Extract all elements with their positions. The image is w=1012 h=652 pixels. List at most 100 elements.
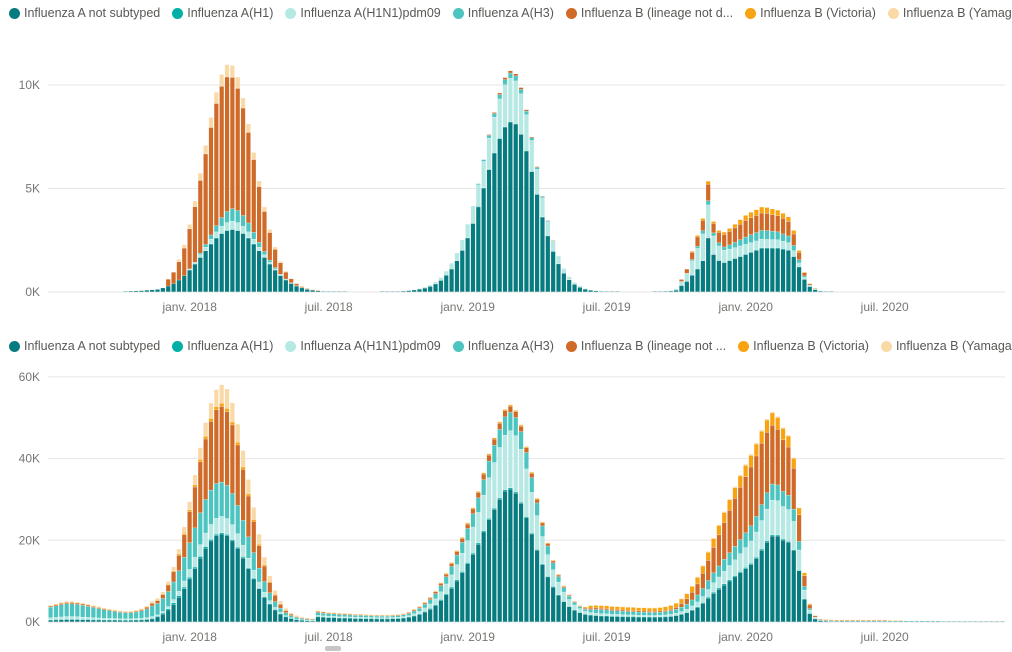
- bar-segment[interactable]: [176, 591, 182, 596]
- bar-segment[interactable]: [187, 229, 192, 269]
- bar-segment[interactable]: [53, 620, 59, 622]
- bar-segment[interactable]: [727, 552, 732, 566]
- bar-segment[interactable]: [246, 132, 251, 223]
- bar-segment[interactable]: [171, 283, 176, 292]
- bar-segment[interactable]: [166, 581, 171, 585]
- bar-segment[interactable]: [759, 230, 764, 239]
- bar-segment[interactable]: [780, 427, 786, 429]
- bar-segment[interactable]: [476, 491, 481, 493]
- bar-segment[interactable]: [262, 211, 267, 252]
- bar-segment[interactable]: [716, 524, 721, 526]
- bar-segment[interactable]: [460, 542, 465, 554]
- legend-item[interactable]: Influenza B (lineage not d...: [565, 6, 733, 20]
- bar-segment[interactable]: [764, 239, 770, 248]
- bar-segment[interactable]: [764, 509, 770, 541]
- bar-segment[interactable]: [535, 169, 540, 194]
- bar-segment[interactable]: [556, 575, 561, 577]
- bar-segment[interactable]: [786, 221, 791, 236]
- bar-segment[interactable]: [727, 245, 732, 249]
- bar-segment[interactable]: [257, 588, 262, 622]
- bar-segment[interactable]: [690, 275, 695, 292]
- bar-segment[interactable]: [278, 614, 283, 622]
- bar-segment[interactable]: [363, 617, 369, 619]
- bar-segment[interactable]: [770, 248, 775, 292]
- bar-segment[interactable]: [674, 290, 679, 292]
- bar-segment[interactable]: [796, 570, 802, 622]
- bar-segment[interactable]: [786, 236, 791, 243]
- bar-segment[interactable]: [796, 541, 802, 550]
- bar-segment[interactable]: [631, 607, 636, 611]
- bar-segment[interactable]: [230, 422, 235, 425]
- bar-segment[interactable]: [128, 618, 133, 620]
- bar-segment[interactable]: [791, 509, 796, 522]
- bar-segment[interactable]: [246, 568, 251, 569]
- bar-segment[interactable]: [214, 535, 219, 622]
- bar-segment[interactable]: [700, 588, 705, 597]
- bar-segment[interactable]: [561, 268, 566, 274]
- bar-segment[interactable]: [524, 452, 529, 469]
- bar-segment[interactable]: [235, 77, 240, 89]
- bar-segment[interactable]: [192, 201, 198, 207]
- bar-segment[interactable]: [214, 92, 219, 104]
- bar-segment[interactable]: [187, 542, 192, 570]
- bar-segment[interactable]: [385, 616, 390, 618]
- bar-segment[interactable]: [556, 256, 561, 264]
- bar-segment[interactable]: [791, 550, 796, 622]
- bar-segment[interactable]: [422, 608, 427, 612]
- bar-segment[interactable]: [641, 612, 647, 616]
- bar-segment[interactable]: [257, 545, 262, 568]
- bar-segment[interactable]: [470, 553, 476, 555]
- bar-segment[interactable]: [396, 617, 401, 619]
- bar-segment[interactable]: [711, 572, 716, 583]
- bar-segment[interactable]: [91, 617, 96, 620]
- bar-segment[interactable]: [722, 511, 727, 513]
- bar-segment[interactable]: [535, 550, 540, 622]
- bar-segment[interactable]: [155, 289, 160, 292]
- bar-segment[interactable]: [743, 476, 748, 533]
- bar-segment[interactable]: [780, 440, 786, 492]
- bar-segment[interactable]: [444, 574, 449, 577]
- bar-segment[interactable]: [481, 530, 486, 532]
- bar-segment[interactable]: [620, 614, 625, 617]
- bar-segment[interactable]: [551, 569, 556, 587]
- bar-segment[interactable]: [224, 485, 230, 519]
- bar-segment[interactable]: [684, 604, 689, 610]
- bar-segment[interactable]: [219, 403, 224, 407]
- bar-segment[interactable]: [652, 615, 657, 617]
- legend-item[interactable]: Influenza A(H1): [172, 339, 273, 353]
- bar-segment[interactable]: [176, 259, 182, 262]
- bar-segment[interactable]: [486, 169, 492, 292]
- bar-segment[interactable]: [187, 269, 192, 270]
- bar-segment[interactable]: [155, 603, 160, 615]
- bar-segment[interactable]: [748, 564, 754, 622]
- bar-segment[interactable]: [75, 604, 80, 617]
- bar-segment[interactable]: [412, 616, 417, 622]
- bar-segment[interactable]: [422, 288, 427, 292]
- bar-segment[interactable]: [706, 552, 711, 561]
- bar-segment[interactable]: [711, 223, 716, 233]
- bar-segment[interactable]: [497, 499, 502, 622]
- bar-segment[interactable]: [727, 565, 732, 580]
- bar-segment[interactable]: [770, 536, 775, 622]
- bar-segment[interactable]: [182, 588, 187, 622]
- bar-segment[interactable]: [246, 496, 251, 537]
- bar-segment[interactable]: [353, 618, 358, 622]
- bar-segment[interactable]: [540, 564, 545, 622]
- bar-segment[interactable]: [139, 611, 144, 619]
- bar-segment[interactable]: [780, 506, 786, 540]
- bar-segment[interactable]: [706, 560, 711, 581]
- bar-segment[interactable]: [331, 614, 337, 617]
- bar-segment[interactable]: [492, 112, 497, 114]
- bar-segment[interactable]: [262, 251, 267, 255]
- bar-segment[interactable]: [449, 566, 454, 575]
- bar-segment[interactable]: [230, 493, 235, 525]
- bar-segment[interactable]: [224, 408, 230, 412]
- bar-segment[interactable]: [107, 610, 112, 619]
- bar-segment[interactable]: [529, 472, 534, 474]
- bar-segment[interactable]: [438, 277, 443, 281]
- bar-segment[interactable]: [470, 554, 476, 622]
- bar-segment[interactable]: [294, 617, 299, 619]
- bar-segment[interactable]: [85, 617, 91, 620]
- bar-segment[interactable]: [775, 215, 780, 232]
- bar-segment[interactable]: [668, 616, 673, 622]
